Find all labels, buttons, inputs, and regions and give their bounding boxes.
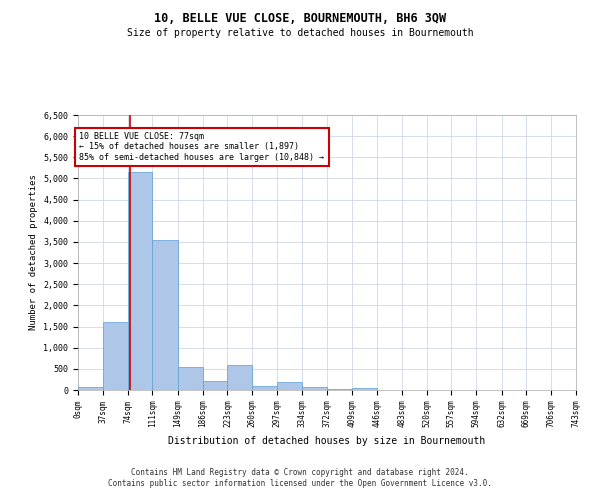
Bar: [128, 172, 152, 390]
Text: 10, BELLE VUE CLOSE, BOURNEMOUTH, BH6 3QW: 10, BELLE VUE CLOSE, BOURNEMOUTH, BH6 3Q…: [154, 12, 446, 26]
Bar: [277, 382, 302, 390]
Bar: [302, 386, 328, 390]
Bar: [178, 366, 203, 390]
Text: Contains HM Land Registry data © Crown copyright and database right 2024.
Contai: Contains HM Land Registry data © Crown c…: [108, 468, 492, 487]
Bar: [352, 388, 377, 390]
Bar: [252, 386, 277, 390]
X-axis label: Distribution of detached houses by size in Bournemouth: Distribution of detached houses by size …: [169, 436, 485, 446]
Y-axis label: Number of detached properties: Number of detached properties: [29, 174, 38, 330]
Bar: [328, 389, 352, 390]
Bar: [203, 381, 227, 390]
Bar: [152, 240, 178, 390]
Bar: [227, 364, 252, 390]
Text: 10 BELLE VUE CLOSE: 77sqm
← 15% of detached houses are smaller (1,897)
85% of se: 10 BELLE VUE CLOSE: 77sqm ← 15% of detac…: [79, 132, 325, 162]
Text: Size of property relative to detached houses in Bournemouth: Size of property relative to detached ho…: [127, 28, 473, 38]
Bar: [103, 322, 128, 390]
Bar: [78, 387, 103, 390]
